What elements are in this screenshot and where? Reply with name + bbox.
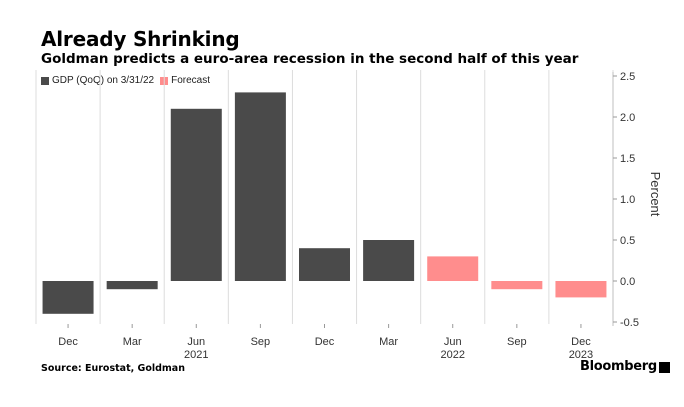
actual-bar xyxy=(42,281,94,314)
y-tick-label: -0.5 xyxy=(620,317,639,329)
x-tick-label: Jun xyxy=(187,336,205,348)
x-tick-label: Mar xyxy=(123,336,142,348)
y-tick-label: 0.0 xyxy=(620,276,635,288)
x-year-label: 2021 xyxy=(184,349,208,361)
y-tick-label: 2.5 xyxy=(620,71,635,83)
y-tick-label: 2.0 xyxy=(620,112,635,124)
legend-label-actual: GDP (QoQ) on 3/31/22 xyxy=(52,75,155,86)
x-tick-label: Sep xyxy=(507,336,527,348)
x-tick-label: Dec xyxy=(315,336,335,348)
x-tick-label: Jun xyxy=(444,336,462,348)
bloomberg-icon xyxy=(658,362,670,373)
legend-item-actual: GDP (QoQ) on 3/31/22 xyxy=(41,75,154,86)
actual-bar xyxy=(363,240,415,281)
brand-name: Bloomberg xyxy=(580,359,657,374)
chart-title: Already Shrinking xyxy=(41,27,240,51)
y-axis-label: Percent xyxy=(648,172,663,217)
bloomberg-logo: Bloomberg xyxy=(580,359,670,374)
x-tick-label: Mar xyxy=(379,336,398,348)
x-year-label: 2022 xyxy=(440,349,464,361)
actual-bar xyxy=(234,92,286,282)
x-tick-label: Dec xyxy=(58,336,78,348)
actual-bar xyxy=(106,281,158,290)
x-year-label: 2023 xyxy=(569,349,593,361)
y-tick-label: 0.5 xyxy=(620,235,635,247)
source-note: Source: Eurostat, Goldman xyxy=(41,363,185,374)
chart-subtitle: Goldman predicts a euro-area recession i… xyxy=(41,51,579,67)
actual-bar xyxy=(170,108,222,281)
actual-bar xyxy=(299,248,350,281)
x-tick-label: Dec xyxy=(571,336,591,348)
y-tick-label: 1.5 xyxy=(620,153,635,165)
forecast-bar xyxy=(555,281,607,298)
forecast-bar xyxy=(427,256,479,281)
forecast-bar xyxy=(491,281,543,290)
y-tick-label: 1.0 xyxy=(620,194,635,206)
legend-swatch-actual xyxy=(41,76,49,85)
x-tick-label: Sep xyxy=(251,336,271,348)
legend-label-forecast: Forecast xyxy=(171,75,210,86)
